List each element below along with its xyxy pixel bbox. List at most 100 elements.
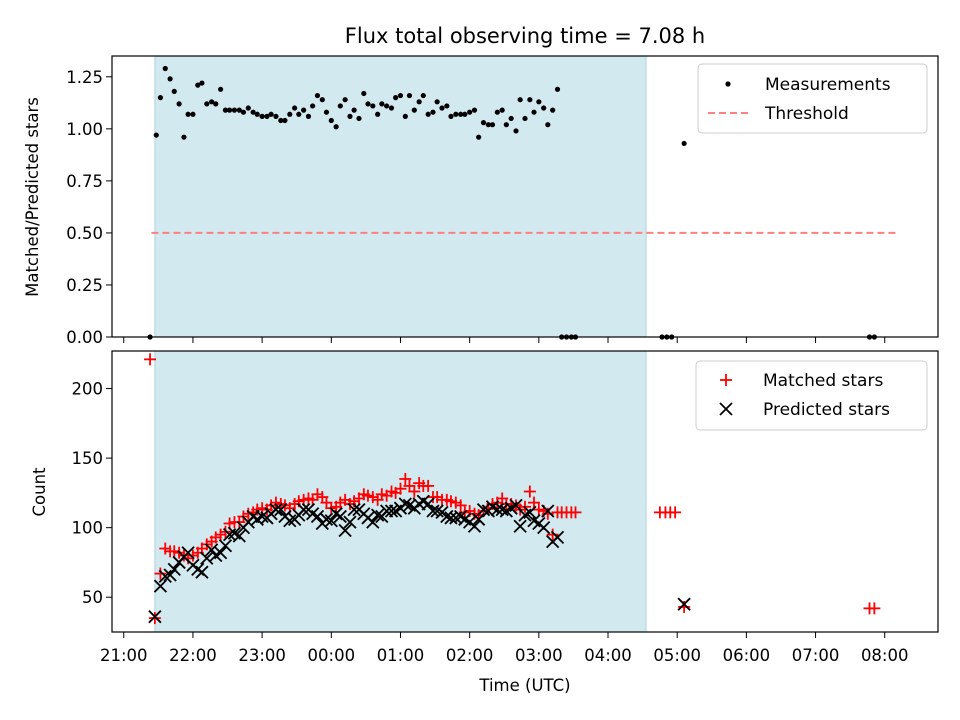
- predicted-star-point: [513, 519, 527, 533]
- predicted-star-point: [333, 509, 347, 524]
- predicted-star-point: [283, 514, 297, 528]
- matched-star-point: [148, 612, 161, 625]
- bottom-legend-box: [695, 360, 928, 431]
- matched-star-point: [569, 506, 582, 519]
- measurement-point: [420, 92, 426, 99]
- measurement-point: [209, 99, 215, 105]
- measurement-point: [434, 99, 440, 105]
- predicted-star-point: [310, 509, 325, 524]
- matched-star-point: [422, 479, 435, 492]
- measurement-point: [185, 111, 191, 117]
- predicted-star-point: [218, 539, 233, 553]
- predicted-star-point: [296, 502, 311, 517]
- bottom-y-tick-label: 150: [72, 449, 104, 468]
- x-tick-label: 22:00: [169, 646, 217, 665]
- measurement-point: [485, 122, 491, 128]
- measurement-point: [522, 115, 528, 122]
- x-tick-label: 01:00: [377, 646, 425, 665]
- measurement-point: [462, 111, 468, 117]
- matched-star-point: [454, 499, 467, 512]
- measurement-point: [171, 88, 177, 94]
- measurement-point: [296, 111, 302, 117]
- x-tick-label: 08:00: [861, 646, 909, 665]
- measurement-point: [278, 117, 284, 124]
- predicted-star-point: [319, 512, 334, 526]
- measurement-point: [328, 117, 334, 124]
- measurement-point: [305, 113, 312, 119]
- measurement-point: [550, 107, 556, 113]
- measurement-point: [444, 103, 450, 109]
- top-y-tick-label: 0.75: [66, 172, 103, 191]
- measurement-point: [681, 140, 687, 147]
- predicted-star-point: [467, 519, 482, 533]
- x-tick-label: 02:00: [446, 646, 494, 665]
- measurement-point: [393, 95, 399, 101]
- measurement-point: [157, 95, 164, 101]
- predicted-star-point: [523, 505, 537, 520]
- measurement-point: [181, 134, 187, 140]
- measurement-point: [411, 107, 417, 113]
- measurement-point: [397, 92, 404, 99]
- predicted-star-point: [421, 497, 435, 511]
- predicted-star-point: [269, 502, 283, 517]
- x-tick-label: 05:00: [653, 646, 701, 665]
- top-panel-frame: [111, 55, 939, 338]
- x-axis-label: Time (UTC): [478, 676, 570, 695]
- measurement-point: [375, 111, 381, 117]
- bottom-y-tick-label: 50: [82, 588, 103, 607]
- measurement-point: [273, 113, 279, 119]
- measurement-point: [527, 97, 533, 103]
- matched-star-point: [527, 496, 540, 509]
- measurement-point: [379, 101, 385, 107]
- measurement-point: [406, 92, 413, 99]
- predicted-star-point: [384, 504, 399, 518]
- top-y-tick-label: 0.50: [66, 224, 103, 243]
- measurement-point: [531, 109, 537, 115]
- measurement-point: [448, 113, 454, 119]
- measurement-point: [195, 82, 201, 88]
- measurement-point: [370, 103, 376, 109]
- predicted-star-point: [537, 521, 551, 535]
- bottom-legend: Matched stars Predicted stars: [695, 360, 928, 431]
- predicted-star-point: [338, 523, 352, 538]
- measurement-point: [471, 107, 478, 113]
- matched-star-point: [219, 525, 232, 538]
- measurement-point: [204, 101, 210, 107]
- measurement-point: [536, 99, 542, 105]
- predicted-star-point: [200, 551, 214, 565]
- x-tick-label: 03:00: [515, 646, 563, 665]
- measurement-point: [199, 80, 205, 86]
- predicted-star-point: [167, 562, 181, 577]
- predicted-star-point: [204, 543, 219, 557]
- matched-star-point: [144, 353, 157, 366]
- measurement-point: [292, 105, 298, 111]
- measurement-point: [301, 107, 307, 113]
- measurement-point: [167, 76, 173, 82]
- measurement-point: [439, 105, 445, 111]
- measurement-point: [416, 99, 422, 105]
- measurement-point: [499, 107, 505, 113]
- matched-star-point: [546, 528, 559, 541]
- measurement-point: [176, 101, 182, 107]
- measurement-point: [337, 103, 343, 109]
- predicted-star-point: [163, 568, 177, 582]
- legend-threshold-label: Threshold: [764, 104, 849, 124]
- measurement-point: [384, 103, 390, 109]
- measurement-point: [287, 111, 293, 117]
- top-y-tick-label: 0.25: [66, 276, 103, 295]
- measurement-point: [517, 97, 523, 103]
- measurement-point: [545, 122, 551, 128]
- measurement-point: [314, 92, 321, 99]
- predicted-star-point: [195, 565, 209, 579]
- matched-star-point: [408, 485, 421, 498]
- measurement-point: [480, 120, 487, 126]
- x-tick-label: 04:00: [584, 646, 632, 665]
- measurement-point: [453, 111, 459, 117]
- bottom-y-tick-label: 100: [72, 519, 104, 538]
- top-shaded-interval: [154, 56, 647, 337]
- measurement-point: [254, 111, 260, 117]
- matched-star-point: [868, 602, 881, 615]
- predicted-star-point: [472, 512, 486, 526]
- measurement-point: [190, 111, 196, 117]
- measurement-point: [218, 86, 224, 92]
